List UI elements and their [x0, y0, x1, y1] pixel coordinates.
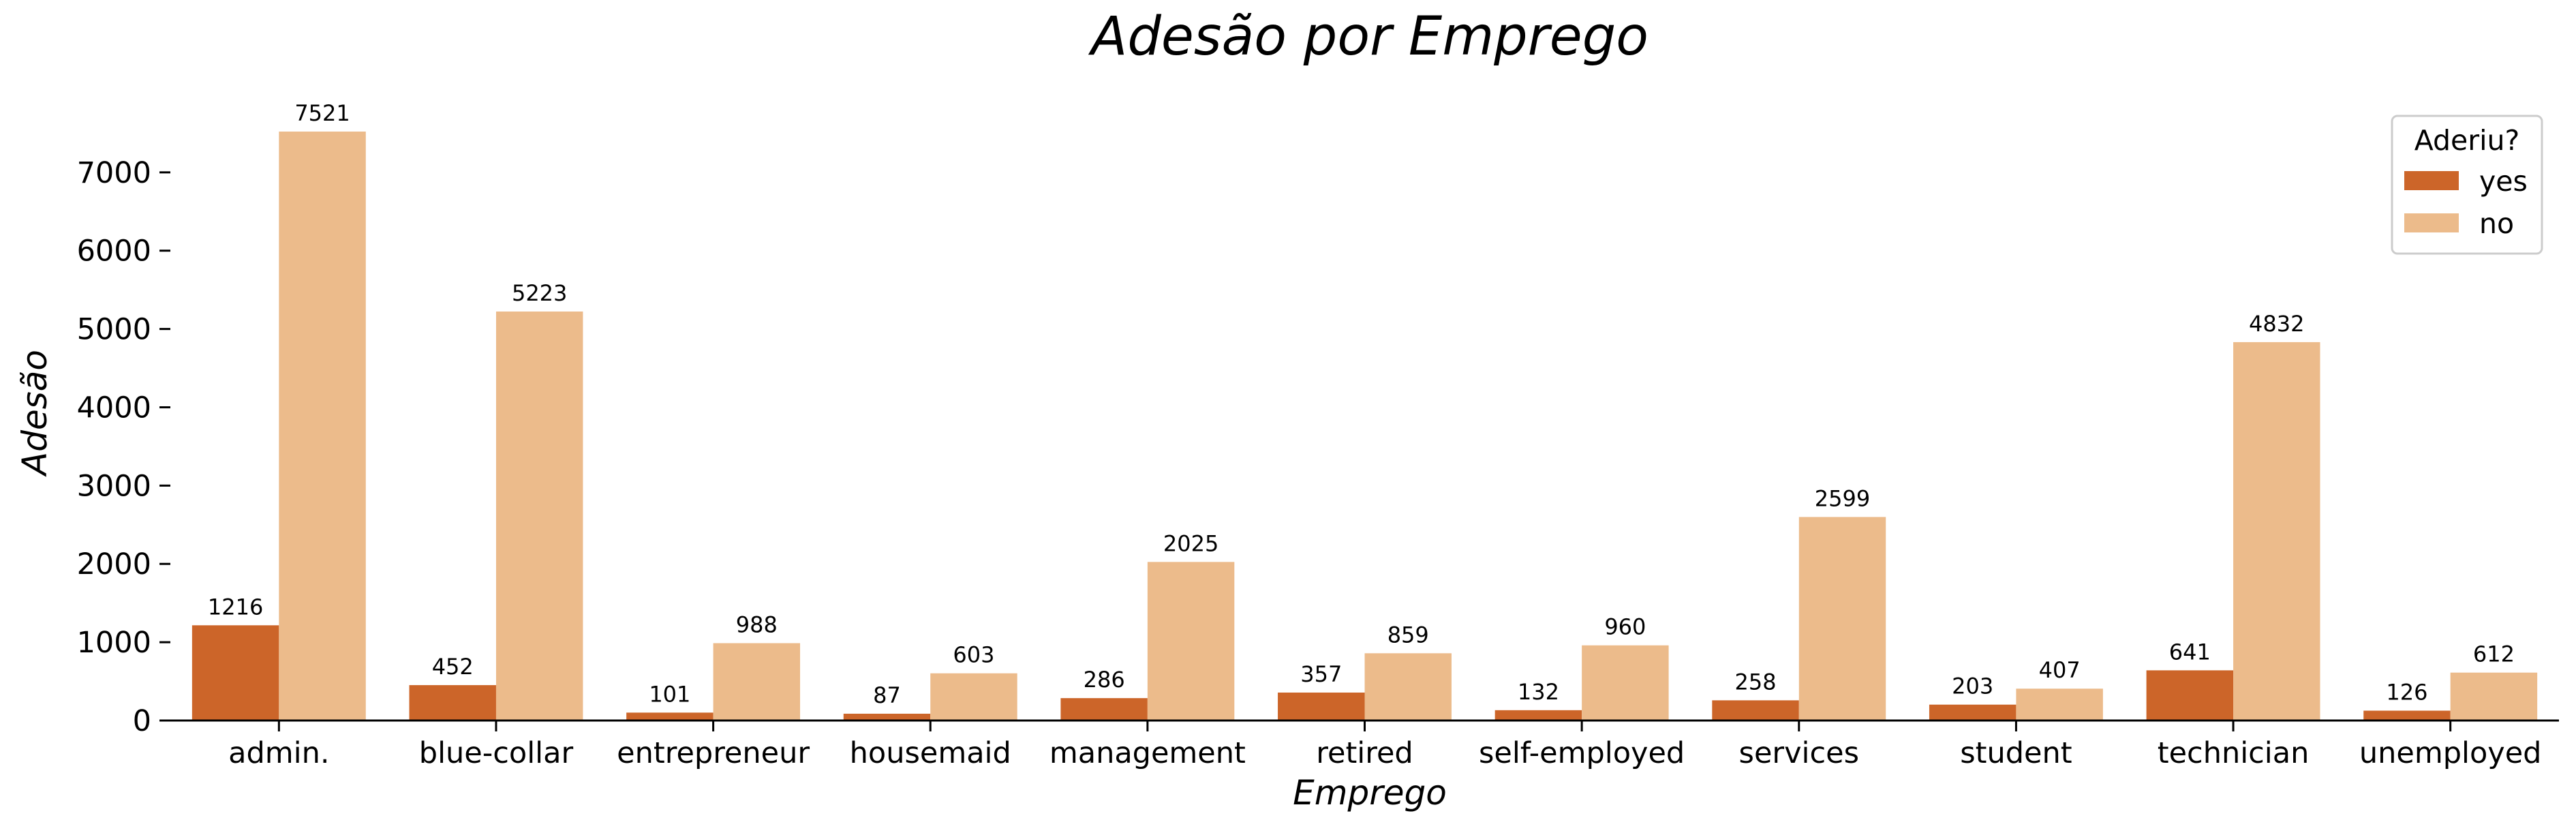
- bar-yes-blue-collar: [409, 685, 496, 721]
- y-tick-label: 4000: [77, 391, 151, 425]
- y-tick-label: 2000: [77, 547, 151, 581]
- bars: 1216 7521 452 5223 101 988 87 603 286 2025 357 859 1…: [191, 100, 2538, 721]
- bar-yes-technician: [2146, 670, 2234, 721]
- x-tick-label-housemaid: housemaid: [850, 736, 1011, 770]
- bar-no-self-employed: [1582, 645, 1669, 721]
- bar-no-technician: [2233, 342, 2320, 721]
- x-axis: admin. blue-collar entrepreneur housemaid ma…: [170, 719, 2559, 770]
- x-tick-label-blue-collar: blue-collar: [419, 736, 574, 770]
- bar-yes-services: [1712, 700, 1799, 721]
- bar-yes-student: [1929, 704, 2017, 721]
- bar-yes-self-employed: [1494, 710, 1582, 721]
- chart-title: Adesão por Emprego: [1088, 6, 1649, 67]
- data-label-yes-technician: 641: [2169, 639, 2211, 665]
- y-axis: 0 1000 2000 3000 4000 5000 6000 7000: [77, 156, 170, 738]
- bar-yes-retired: [1278, 692, 1365, 721]
- legend-swatch-no: [2404, 213, 2459, 232]
- y-axis-label: Adesão: [15, 350, 55, 477]
- bar-no-management: [1147, 562, 1235, 721]
- bar-no-unemployed: [2450, 672, 2538, 721]
- data-label-yes-blue-collar: 452: [432, 654, 474, 680]
- data-label-no-technician: 4832: [2249, 311, 2304, 337]
- bar-no-blue-collar: [495, 311, 583, 721]
- data-label-yes-unemployed: 126: [2386, 680, 2427, 706]
- bar-no-housemaid: [930, 673, 1017, 721]
- data-label-no-admin: 7521: [294, 100, 350, 126]
- data-label-yes-retired: 357: [1300, 661, 1342, 687]
- y-tick-label: 6000: [77, 234, 151, 269]
- legend-label-yes: yes: [2479, 165, 2528, 198]
- data-label-yes-admin: 1216: [208, 594, 263, 620]
- bar-yes-admin: [191, 625, 279, 721]
- x-tick-label-self-employed: self-employed: [1479, 736, 1685, 770]
- x-tick-label-management: management: [1049, 736, 1246, 770]
- data-label-no-retired: 859: [1387, 622, 1429, 648]
- data-label-no-management: 2025: [1163, 530, 1218, 556]
- bar-yes-entrepreneur: [626, 712, 714, 721]
- x-tick-label-unemployed: unemployed: [2359, 736, 2542, 770]
- bar-no-entrepreneur: [713, 643, 801, 721]
- x-axis-label: Emprego: [1293, 773, 1447, 813]
- x-tick-label-technician: technician: [2158, 736, 2310, 770]
- x-tick-label-retired: retired: [1316, 736, 1413, 770]
- x-tick-label-entrepreneur: entrepreneur: [617, 736, 810, 770]
- y-tick-label: 7000: [77, 156, 151, 190]
- legend-title: Aderiu?: [2414, 124, 2520, 157]
- data-label-yes-entrepreneur: 101: [649, 681, 690, 707]
- x-tick-label-services: services: [1739, 736, 1859, 770]
- data-label-yes-services: 258: [1735, 669, 1777, 695]
- bar-no-retired: [1364, 653, 1452, 721]
- data-label-no-unemployed: 612: [2473, 641, 2515, 667]
- data-label-no-entrepreneur: 988: [736, 612, 778, 638]
- data-label-no-student: 407: [2039, 657, 2081, 683]
- legend-label-no: no: [2479, 207, 2514, 240]
- data-label-no-blue-collar: 5223: [512, 280, 567, 306]
- bar-no-services: [1798, 517, 1886, 721]
- x-tick-label-student: student: [1960, 736, 2072, 770]
- legend-swatch-yes: [2404, 171, 2459, 190]
- y-tick-label: 5000: [77, 313, 151, 347]
- y-tick-label: 1000: [77, 626, 151, 660]
- data-label-yes-management: 286: [1084, 667, 1125, 693]
- data-label-no-self-employed: 960: [1604, 614, 1646, 640]
- bar-yes-unemployed: [2363, 710, 2451, 721]
- data-label-no-services: 2599: [1815, 485, 1870, 511]
- bar-yes-management: [1060, 698, 1148, 721]
- data-label-no-housemaid: 603: [953, 642, 994, 668]
- x-tick-label-admin: admin.: [228, 736, 329, 770]
- bar-no-admin: [279, 132, 366, 721]
- data-label-yes-housemaid: 87: [873, 682, 901, 708]
- bar-no-student: [2016, 688, 2103, 721]
- data-label-yes-student: 203: [1952, 673, 1993, 699]
- legend: Aderiu? yes no: [2391, 115, 2543, 255]
- data-label-yes-self-employed: 132: [1518, 679, 1559, 705]
- y-tick-label: 0: [133, 704, 151, 738]
- y-tick-label: 3000: [77, 469, 151, 503]
- bar-yes-housemaid: [843, 714, 931, 721]
